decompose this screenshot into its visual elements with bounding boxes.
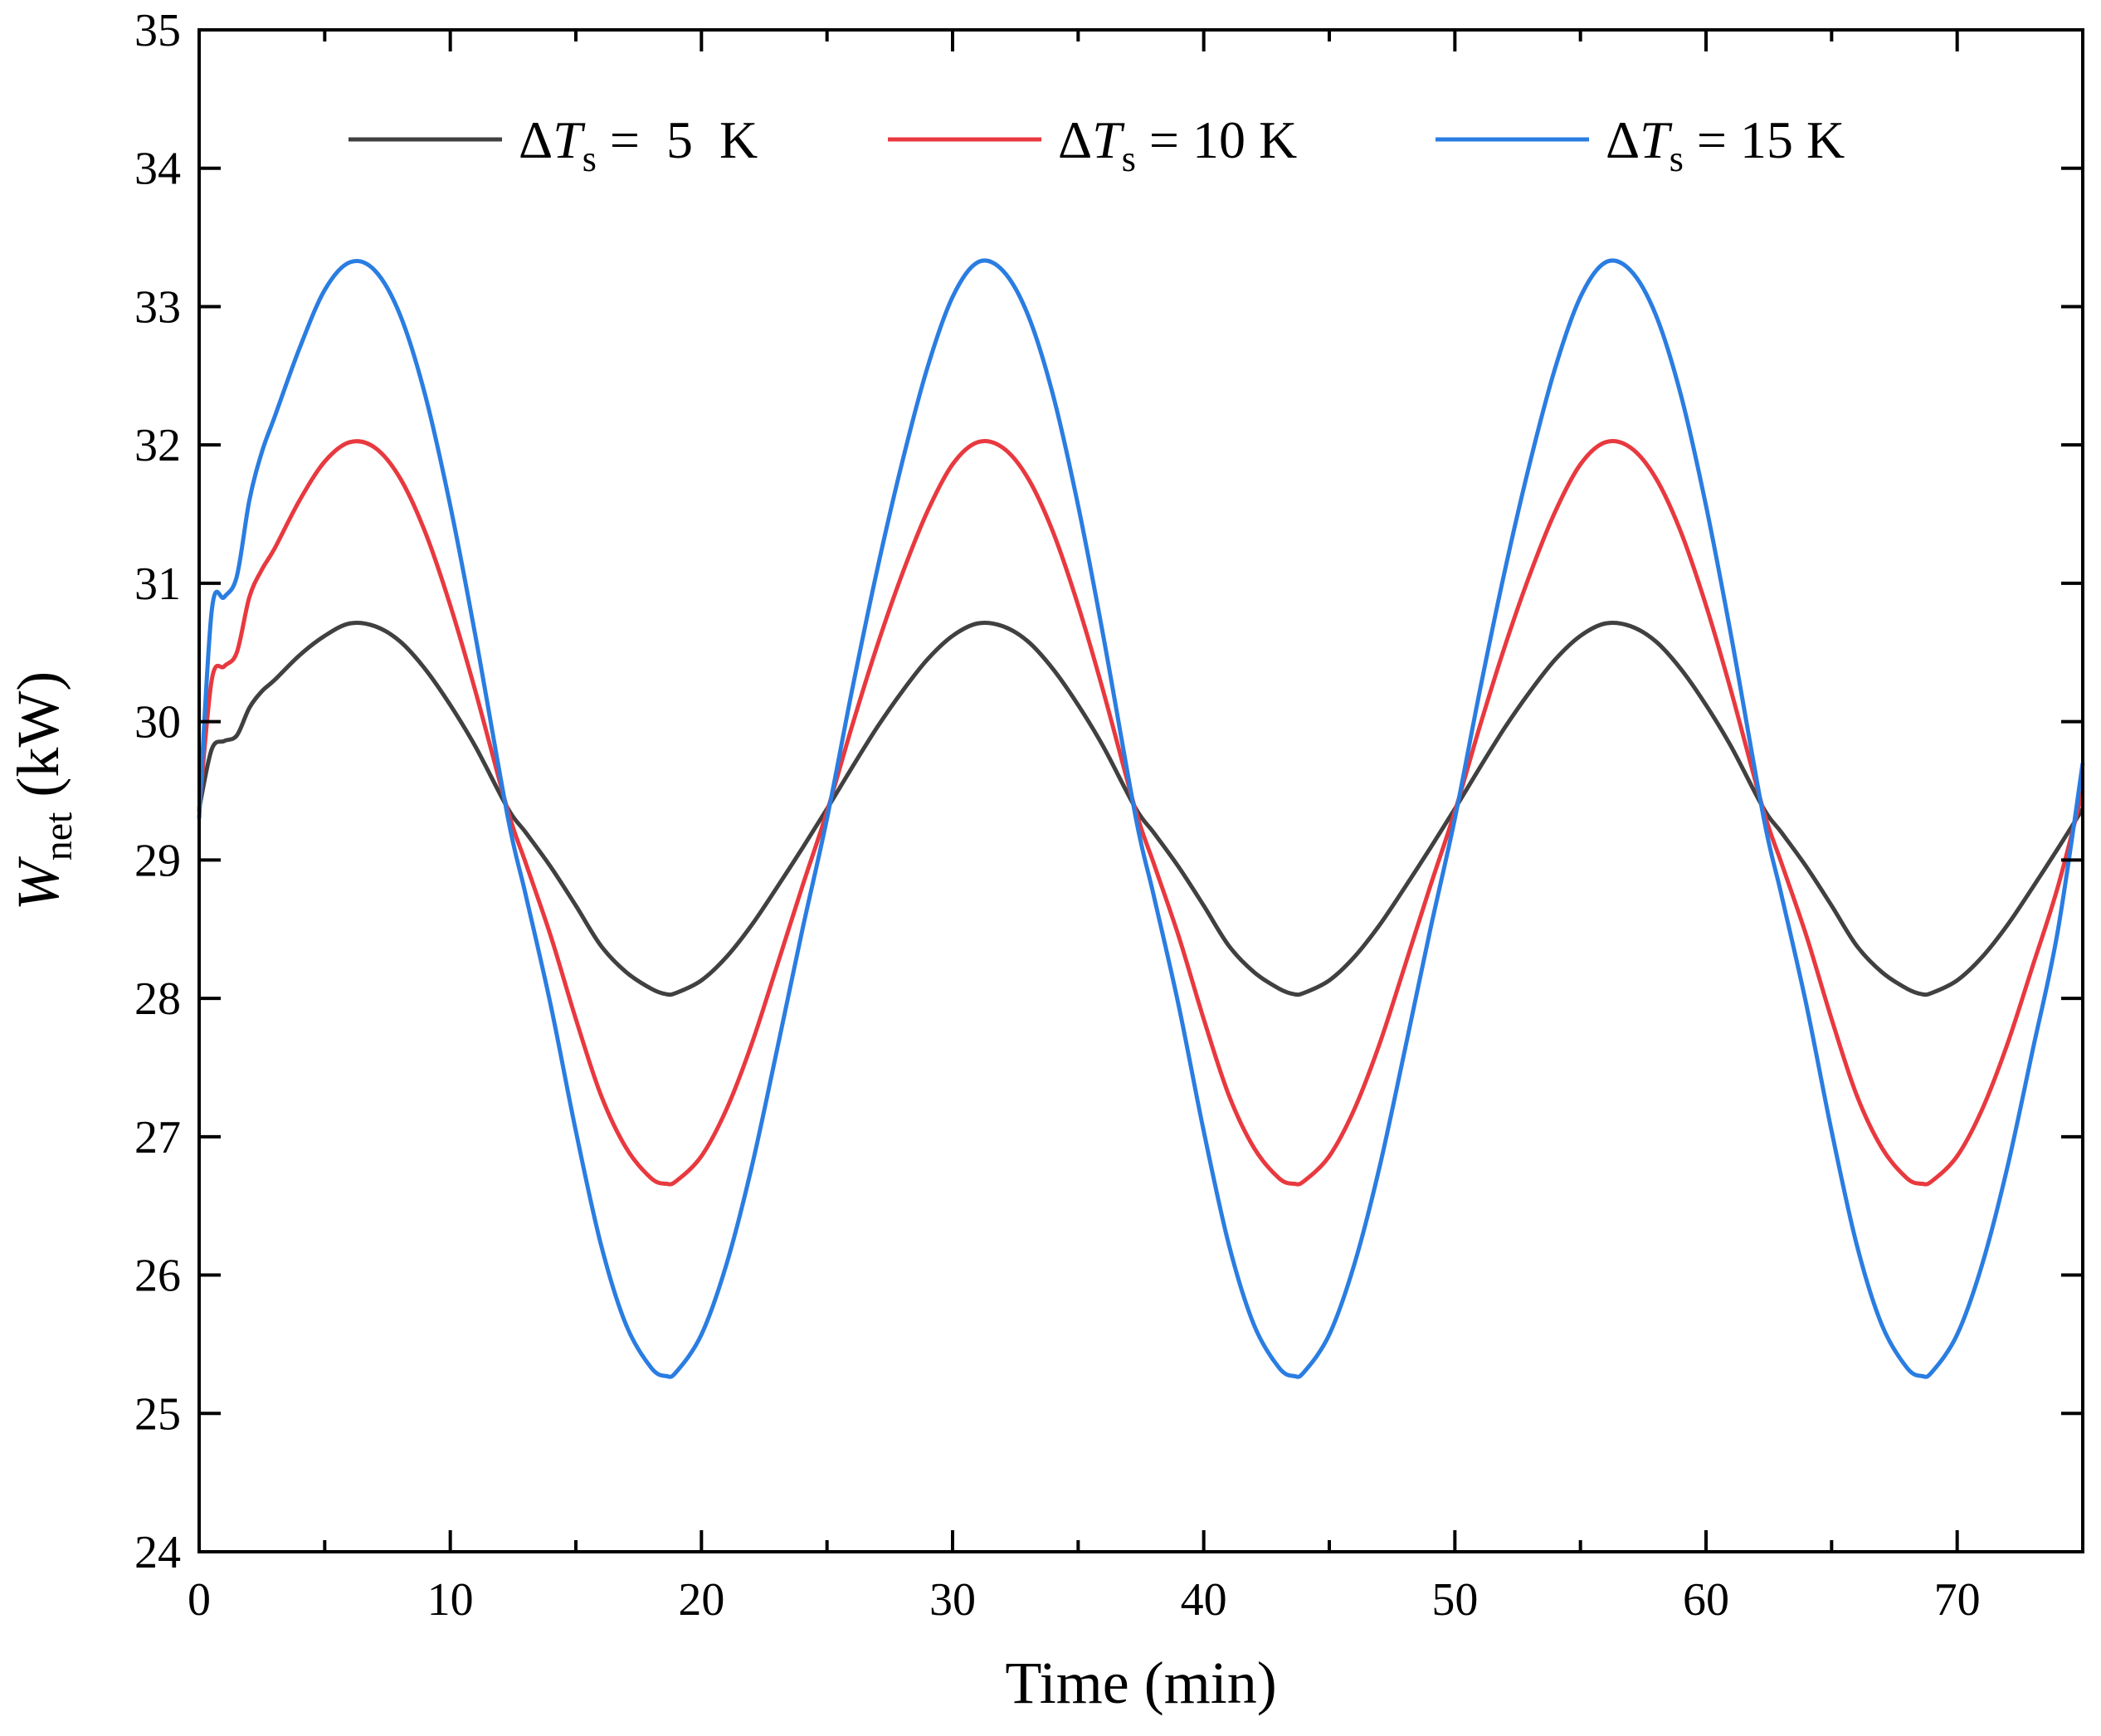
x-tick-label: 0 xyxy=(188,1574,211,1626)
legend-label-3: ΔTs = 15 K xyxy=(1606,110,1845,179)
x-tick-label: 30 xyxy=(929,1574,976,1626)
legend-label-2: ΔTs = 10 K xyxy=(1058,110,1297,179)
plot-frame xyxy=(197,28,2084,1553)
y-tick-label: 32 xyxy=(134,420,181,471)
y-tick-label: 29 xyxy=(134,835,181,886)
y-axis-title-main: W xyxy=(5,856,71,910)
series-line-1 xyxy=(197,620,2085,997)
y-tick-label: 24 xyxy=(134,1527,181,1578)
y-tick-label: 35 xyxy=(134,5,181,56)
y-tick-label: 31 xyxy=(134,558,181,610)
x-tick-label: 70 xyxy=(1934,1574,1981,1626)
y-axis-title-subscript: net xyxy=(37,812,80,861)
y-tick-label: 30 xyxy=(134,697,181,749)
x-axis-title: Time (min) xyxy=(1005,1650,1276,1716)
axis-ticks xyxy=(197,28,2083,1553)
y-tick-label: 28 xyxy=(134,973,181,1025)
axis-tick-labels: 0 10 20 30 40 50 60 70 24 25 26 27 28 29 30 31 32 33 34 35 xyxy=(134,5,1981,1626)
y-axis-title: Wnet (kW) xyxy=(5,671,80,911)
x-tick-label: 50 xyxy=(1431,1574,1478,1626)
x-tick-label: 60 xyxy=(1683,1574,1729,1626)
x-tick-label: 20 xyxy=(678,1574,724,1626)
y-tick-label: 33 xyxy=(134,281,181,333)
y-tick-label: 25 xyxy=(134,1388,181,1440)
series-line-3 xyxy=(197,258,2085,1379)
series-lines xyxy=(197,258,2085,1379)
legend: ΔTs = 5 K ΔTs = 10 K ΔTs = 15 K xyxy=(349,110,1845,179)
y-tick-label: 26 xyxy=(134,1251,181,1302)
x-tick-label: 10 xyxy=(427,1574,474,1626)
x-tick-label: 40 xyxy=(1181,1574,1227,1626)
y-tick-label: 27 xyxy=(134,1112,181,1163)
y-axis-title-unit: (kW) xyxy=(5,671,71,812)
legend-label-1: ΔTs = 5 K xyxy=(519,110,758,179)
y-tick-label: 34 xyxy=(134,144,181,195)
